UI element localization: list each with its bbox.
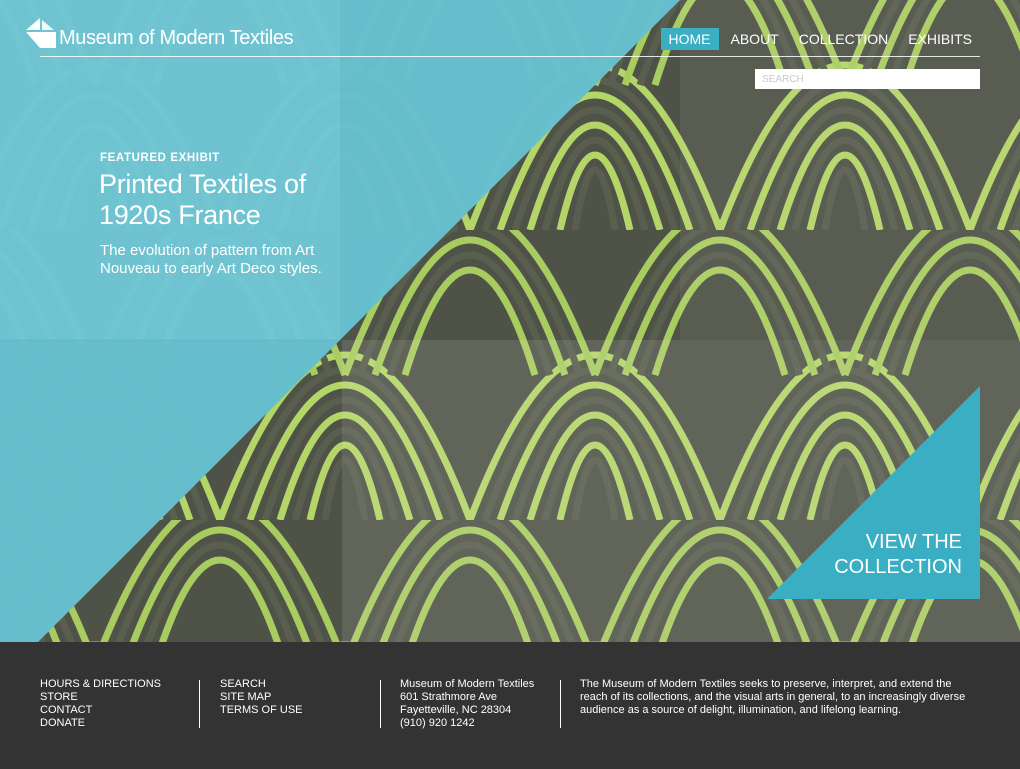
footer-address: Museum of Modern Textiles 601 Strathmore… xyxy=(400,678,534,730)
footer-links-primary: HOURS & DIRECTIONS STORE CONTACT DONATE xyxy=(40,678,161,730)
footer-links-secondary: SEARCH SITE MAP TERMS OF USE xyxy=(220,678,303,717)
featured-exhibit-description: The evolution of pattern from Art Nouvea… xyxy=(100,242,322,277)
footer-divider xyxy=(560,680,561,728)
footer-divider xyxy=(199,680,200,728)
footer-divider xyxy=(380,680,381,728)
address-street: 601 Strathmore Ave xyxy=(400,691,498,703)
view-collection-button[interactable] xyxy=(767,386,980,599)
footer-link-donate[interactable]: DONATE xyxy=(40,717,86,729)
cta-line-1: VIEW THE xyxy=(865,531,962,553)
featured-exhibit-kicker: FEATURED EXHIBIT xyxy=(100,152,220,164)
blue-diagonal-overlay xyxy=(0,0,680,642)
footer-link-search[interactable]: SEARCH xyxy=(220,678,266,690)
mission-statement: The Museum of Modern Textiles seeks to p… xyxy=(580,678,966,716)
nav-about[interactable]: ABOUT xyxy=(730,31,779,47)
view-collection-label[interactable]: VIEW THE COLLECTION xyxy=(792,530,962,580)
site-footer: HOURS & DIRECTIONS STORE CONTACT DONATE … xyxy=(0,642,1020,769)
search-input[interactable] xyxy=(755,69,980,89)
address-name: Museum of Modern Textiles xyxy=(400,678,535,690)
site-logo[interactable]: Museum of Modern Textiles xyxy=(26,18,294,49)
header-divider xyxy=(40,56,980,57)
main-nav: HOME ABOUT COLLECTION EXHIBITS xyxy=(657,28,981,50)
footer-link-hours[interactable]: HOURS & DIRECTIONS xyxy=(40,678,162,690)
footer-link-contact[interactable]: CONTACT xyxy=(40,704,93,716)
hero-banner: Museum of Modern Textiles HOME ABOUT COL… xyxy=(0,0,1020,642)
logo-mark-icon xyxy=(26,18,56,48)
footer-link-sitemap[interactable]: SITE MAP xyxy=(220,691,272,703)
nav-exhibits[interactable]: EXHIBITS xyxy=(908,31,972,47)
nav-home[interactable]: HOME xyxy=(660,28,719,50)
footer-link-terms[interactable]: TERMS OF USE xyxy=(220,704,303,716)
address-city: Fayetteville, NC 28304 xyxy=(400,704,512,716)
footer-mission: The Museum of Modern Textiles seeks to p… xyxy=(580,678,980,717)
site-title: Museum of Modern Textiles xyxy=(59,27,294,49)
featured-exhibit-title[interactable]: Printed Textiles of 1920s France xyxy=(99,169,306,230)
address-phone: (910) 920 1242 xyxy=(400,717,475,729)
cta-line-2: COLLECTION xyxy=(834,556,962,578)
nav-collection[interactable]: COLLECTION xyxy=(798,31,889,47)
footer-link-store[interactable]: STORE xyxy=(40,691,78,703)
